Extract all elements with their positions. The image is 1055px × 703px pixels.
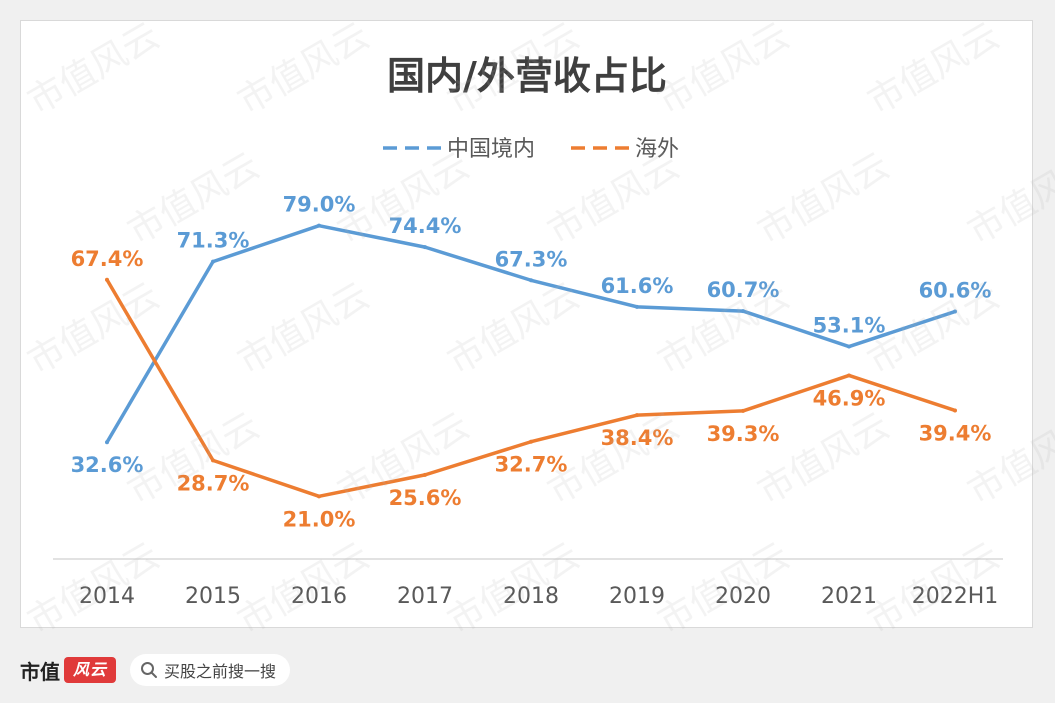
- data-point-0-1: [211, 259, 215, 264]
- data-label-1-2: 21.0%: [283, 507, 356, 531]
- data-label-0-0: 32.6%: [71, 453, 144, 477]
- search-placeholder: 买股之前搜一搜: [164, 662, 277, 681]
- data-point-0-0: [105, 440, 109, 445]
- data-point-1-1: [211, 458, 215, 463]
- data-point-1-2: [317, 494, 321, 499]
- data-point-1-6: [741, 408, 745, 413]
- data-label-0-1: 71.3%: [177, 229, 250, 253]
- data-point-0-6: [741, 309, 745, 314]
- data-label-0-3: 74.4%: [389, 214, 462, 238]
- brand-logo-mark: 风云: [64, 657, 116, 683]
- data-labels: 32.6% 71.3% 79.0% 74.4% 67.3% 61.6% 60.7% 53.1%…: [71, 193, 992, 532]
- brand-logo: 市值 风云: [20, 656, 116, 685]
- data-point-1-5: [635, 413, 639, 418]
- chart-card: 国内/外营收占比 中国境内 海外 2014 2015 2016 2017 2018 2019…: [20, 20, 1033, 628]
- data-label-0-2: 79.0%: [283, 193, 356, 217]
- data-point-1-0: [105, 277, 109, 282]
- footer: 市值 风云 买股之前搜一搜: [20, 650, 291, 690]
- data-label-0-7: 53.1%: [813, 314, 886, 338]
- x-tick-label-2016: 2016: [291, 584, 347, 609]
- x-tick-label-2022H1: 2022H1: [912, 584, 999, 609]
- data-point-0-4: [529, 278, 533, 283]
- data-point-1-4: [529, 439, 533, 444]
- x-tick-label-2015: 2015: [185, 584, 241, 609]
- data-point-1-7: [847, 373, 851, 378]
- brand-text: 市值: [20, 659, 60, 684]
- data-point-1-3: [423, 472, 427, 477]
- legend-label-0: 中国境内: [447, 137, 535, 162]
- data-label-1-5: 38.4%: [601, 426, 674, 450]
- data-point-0-3: [423, 245, 427, 250]
- data-label-0-8: 60.6%: [919, 279, 992, 303]
- x-tick-label-2021: 2021: [821, 584, 877, 609]
- series-lines: [105, 223, 957, 499]
- x-tick-label-2014: 2014: [79, 584, 135, 609]
- search-box[interactable]: 买股之前搜一搜: [130, 654, 291, 686]
- legend: 中国境内 海外: [383, 137, 679, 162]
- x-tick-label-2017: 2017: [397, 584, 453, 609]
- x-tick-label-2020: 2020: [715, 584, 771, 609]
- data-point-0-2: [317, 223, 321, 228]
- x-tick-label-2019: 2019: [609, 584, 665, 609]
- data-point-1-8: [953, 408, 957, 413]
- data-label-0-6: 60.7%: [707, 278, 780, 302]
- data-label-1-0: 67.4%: [71, 247, 144, 271]
- data-point-0-8: [953, 309, 957, 314]
- data-label-1-7: 46.9%: [813, 386, 886, 410]
- data-point-0-5: [635, 304, 639, 309]
- chart-title: 国内/外营收占比: [387, 54, 667, 98]
- data-label-1-8: 39.4%: [919, 421, 992, 445]
- line-chart: 国内/外营收占比 中国境内 海外 2014 2015 2016 2017 2018 2019…: [53, 54, 1003, 609]
- data-label-1-4: 32.7%: [495, 453, 568, 477]
- data-point-0-7: [847, 344, 851, 349]
- data-label-1-3: 25.6%: [389, 486, 462, 510]
- x-axis-tick-labels: 2014 2015 2016 2017 2018 2019 2020 2021 2022H1: [79, 584, 998, 609]
- x-tick-label-2018: 2018: [503, 584, 559, 609]
- data-label-1-1: 28.7%: [177, 471, 250, 495]
- data-label-1-6: 39.3%: [707, 422, 780, 446]
- search-icon: [140, 661, 158, 679]
- legend-label-1: 海外: [635, 137, 679, 162]
- data-label-0-4: 67.3%: [495, 247, 568, 271]
- data-label-0-5: 61.6%: [601, 274, 674, 298]
